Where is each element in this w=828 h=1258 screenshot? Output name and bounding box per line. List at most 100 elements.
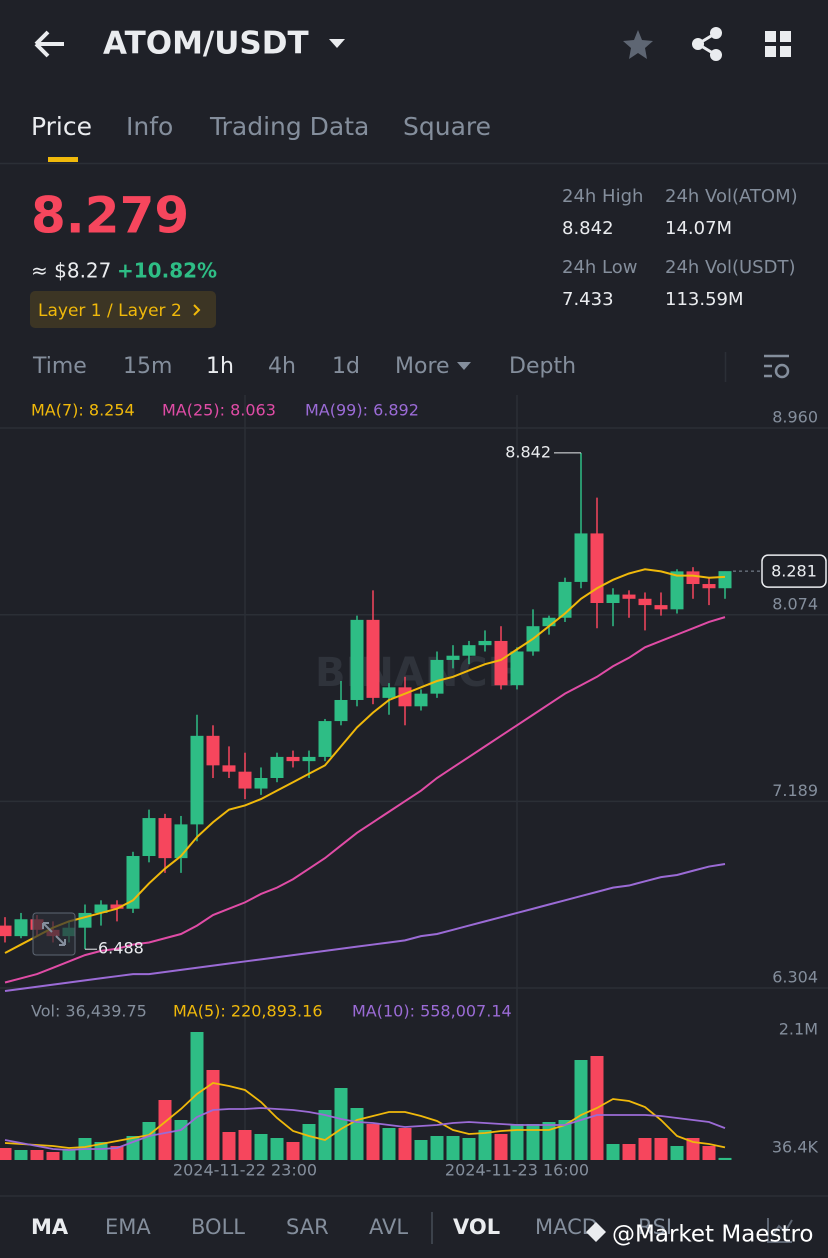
volume-bar — [94, 1142, 108, 1160]
indicator[interactable]: BOLL — [191, 1215, 245, 1239]
pair-dropdown[interactable] — [329, 39, 345, 48]
tab-indicator — [48, 157, 78, 162]
interval[interactable]: More — [395, 354, 450, 379]
last-price-tag — [761, 554, 827, 588]
candle-body — [254, 778, 268, 789]
indicator[interactable]: MACD — [535, 1215, 598, 1239]
y-tick-label: 7.189 — [772, 781, 818, 800]
volume-bar — [606, 1144, 620, 1160]
volume-bar — [558, 1120, 572, 1160]
y-tick-label: 2.1M — [779, 1020, 818, 1039]
volume-bar — [654, 1138, 668, 1160]
volume-legend: Vol: 36,439.75 — [31, 1002, 147, 1021]
x-tick-label: 2024-11-22 23:00 — [173, 1161, 317, 1180]
candle-body — [318, 721, 332, 757]
indicator[interactable]: VOL — [453, 1215, 500, 1239]
volume-bar — [334, 1088, 348, 1160]
candle-body — [14, 919, 28, 937]
tab[interactable]: Price — [31, 112, 92, 141]
volume-ma-line — [4, 1082, 726, 1149]
candle-body — [0, 925, 12, 937]
tag-chip[interactable] — [30, 291, 216, 328]
volume-bar — [46, 1152, 60, 1160]
chart-settings-icon[interactable] — [764, 354, 790, 379]
tab[interactable]: Trading Data — [209, 112, 369, 141]
indicator[interactable]: EMA — [105, 1215, 151, 1239]
stat-label: 24h Vol(USDT) — [665, 257, 795, 278]
interval[interactable]: 4h — [268, 354, 296, 379]
more-dropdown[interactable] — [457, 362, 471, 370]
candle-body — [558, 581, 572, 618]
tag-text[interactable]: Layer 1 / Layer 2 — [38, 301, 182, 321]
volume-bar — [270, 1138, 284, 1160]
interval[interactable]: 15m — [123, 354, 172, 379]
volume-bar — [414, 1140, 428, 1160]
candle-body — [334, 699, 348, 722]
indicator[interactable]: RSI — [638, 1215, 672, 1239]
indicator[interactable]: AVL — [369, 1215, 408, 1239]
usd-price: ≈ $8.27 — [31, 259, 111, 283]
candle-body — [238, 771, 252, 789]
volume-bar — [574, 1060, 588, 1160]
interval[interactable]: Time — [32, 354, 87, 379]
interval[interactable]: 1h — [206, 354, 234, 379]
candle-body — [158, 818, 172, 859]
candle-body — [606, 594, 620, 603]
candle-body — [222, 765, 236, 772]
price-chart: 8.960 8.074 7.189 6.304 2024-11-22 23:00 2024… — [0, 395, 828, 1180]
interval[interactable]: Depth — [509, 354, 576, 379]
volume-bar — [222, 1132, 236, 1160]
volume-bar — [142, 1122, 156, 1160]
volume-bar — [126, 1136, 140, 1160]
candle-body — [622, 594, 636, 599]
expand-button[interactable] — [32, 912, 76, 956]
tab[interactable]: Info — [126, 112, 173, 141]
grid-icon[interactable] — [765, 31, 791, 57]
candle-body — [638, 598, 652, 606]
credit-logo — [586, 1222, 606, 1242]
candle-body — [654, 605, 668, 610]
volume-bar — [62, 1150, 76, 1160]
candle-body — [462, 645, 476, 656]
candle-body — [542, 617, 556, 627]
volume-bar — [254, 1134, 268, 1160]
volume-bar — [286, 1142, 300, 1160]
indicator[interactable]: MA — [31, 1215, 69, 1239]
back-button[interactable] — [34, 30, 64, 58]
volume-bar — [526, 1124, 540, 1160]
high-label: 8.842 — [505, 442, 551, 461]
pair-title[interactable]: ATOM/USDT — [103, 26, 309, 62]
stats: 24h High 8.842 24h Vol(ATOM) 14.07M 24h Low 7… — [562, 186, 798, 310]
candle-body — [414, 693, 428, 707]
candle-body — [190, 735, 204, 825]
stat-label: 24h High — [562, 186, 643, 207]
candle-body — [350, 619, 364, 700]
candle-body — [174, 824, 188, 859]
candle-body — [398, 687, 412, 707]
candle-body — [478, 640, 492, 646]
candle-body — [270, 756, 284, 778]
candle-body — [446, 655, 460, 660]
interval[interactable]: 1d — [332, 354, 360, 379]
candle-body — [94, 904, 108, 913]
volume-bar — [0, 1148, 12, 1160]
volume-bar — [110, 1146, 124, 1160]
stat-value: 8.842 — [562, 218, 614, 239]
indicator[interactable]: SAR — [286, 1215, 329, 1239]
tab[interactable]: Square — [403, 112, 491, 141]
credit: @Market Maestro — [612, 1222, 814, 1248]
stat-label: 24h Vol(ATOM) — [665, 186, 798, 207]
ma-line — [4, 616, 726, 984]
share-icon[interactable] — [692, 27, 722, 61]
y-tick-label: 36.4K — [772, 1137, 819, 1156]
candle-body — [510, 651, 524, 686]
candle-body — [494, 640, 508, 686]
legend-entry: MA(10): 558,007.14 — [352, 1002, 512, 1021]
favorite-star[interactable] — [623, 30, 653, 59]
volume-bar — [446, 1136, 460, 1160]
volume-bar — [542, 1122, 556, 1160]
stat-value: 14.07M — [665, 218, 732, 239]
x-tick-label: 2024-11-23 16:00 — [445, 1161, 589, 1180]
chart-type-icon[interactable] — [767, 1218, 793, 1243]
